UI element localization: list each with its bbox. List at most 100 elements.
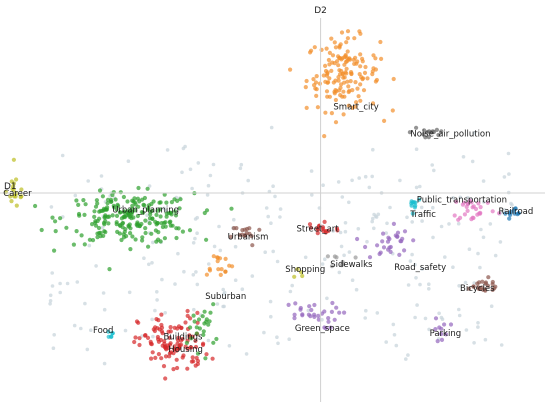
background-point [240, 287, 245, 292]
data-point [388, 249, 393, 254]
data-point [102, 215, 107, 220]
data-point [342, 310, 347, 315]
data-point [237, 233, 242, 238]
data-point [333, 78, 338, 83]
data-point [174, 235, 179, 241]
data-point [375, 243, 380, 248]
background-point [463, 280, 468, 285]
background-point [232, 217, 236, 222]
data-point [52, 248, 57, 253]
data-point [378, 39, 383, 45]
data-point [162, 220, 167, 226]
data-point [486, 275, 491, 280]
background-point [481, 200, 486, 204]
data-point [14, 203, 19, 208]
background-point [336, 180, 341, 184]
background-point [365, 239, 369, 244]
data-point [98, 208, 103, 214]
background-point [155, 290, 159, 294]
data-point [353, 255, 358, 260]
cluster-label: Suburban [205, 292, 246, 302]
data-point [101, 208, 106, 213]
data-point [480, 279, 485, 284]
data-point [193, 338, 198, 343]
data-point [478, 205, 483, 210]
data-point [341, 112, 346, 117]
background-point [65, 281, 70, 286]
background-point [384, 231, 389, 235]
background-point [278, 207, 283, 211]
data-point [120, 220, 126, 226]
background-point [278, 215, 282, 219]
data-point [167, 354, 172, 359]
data-point [122, 229, 127, 234]
background-point [100, 225, 105, 230]
data-point [476, 286, 481, 291]
data-point [340, 259, 345, 265]
background-point [153, 308, 157, 313]
data-point [168, 219, 173, 224]
data-point [346, 89, 351, 95]
data-point [435, 339, 440, 344]
background-point [447, 222, 451, 226]
data-point [292, 312, 297, 317]
data-point [208, 310, 213, 315]
data-point [74, 229, 79, 234]
data-point [140, 235, 145, 240]
data-point [315, 231, 320, 236]
data-point [135, 220, 140, 225]
background-point [410, 220, 415, 224]
data-point [387, 245, 392, 250]
background-point [206, 338, 211, 343]
data-point [146, 206, 151, 211]
data-point [148, 212, 153, 217]
background-point [86, 179, 90, 183]
data-point [329, 111, 334, 116]
data-point [87, 237, 92, 242]
background-point [414, 276, 418, 280]
background-point [58, 281, 62, 286]
background-point [502, 175, 507, 179]
background-point [306, 308, 311, 313]
data-point [105, 205, 110, 210]
data-point [367, 255, 373, 260]
background-point [342, 253, 346, 258]
cluster-label: Buildings [164, 332, 203, 342]
data-point [164, 200, 169, 205]
data-point [204, 319, 209, 324]
background-point [418, 282, 422, 287]
data-point [407, 130, 412, 135]
data-point [82, 242, 87, 247]
background-point [325, 296, 329, 301]
background-point [376, 212, 381, 217]
background-point [155, 298, 159, 302]
data-point [105, 201, 110, 206]
data-point [365, 76, 370, 81]
data-point [200, 314, 205, 319]
data-point [332, 91, 337, 96]
data-point [307, 222, 313, 227]
background-point [478, 265, 482, 270]
data-point [333, 120, 339, 125]
data-point [322, 325, 327, 330]
background-point [406, 283, 411, 287]
data-point [150, 350, 155, 355]
data-point [316, 313, 321, 318]
background-point [275, 259, 280, 264]
background-point [391, 322, 396, 327]
data-point [433, 327, 438, 332]
data-point [437, 325, 442, 330]
background-point [388, 205, 392, 210]
data-point [184, 340, 189, 345]
data-point [481, 287, 486, 292]
data-point [242, 233, 247, 238]
data-point [180, 229, 185, 234]
data-point [354, 61, 359, 66]
data-point [8, 194, 13, 199]
data-point [135, 213, 140, 219]
data-point [119, 237, 124, 243]
data-point [179, 342, 184, 347]
background-point [205, 193, 210, 197]
data-point [467, 198, 472, 203]
